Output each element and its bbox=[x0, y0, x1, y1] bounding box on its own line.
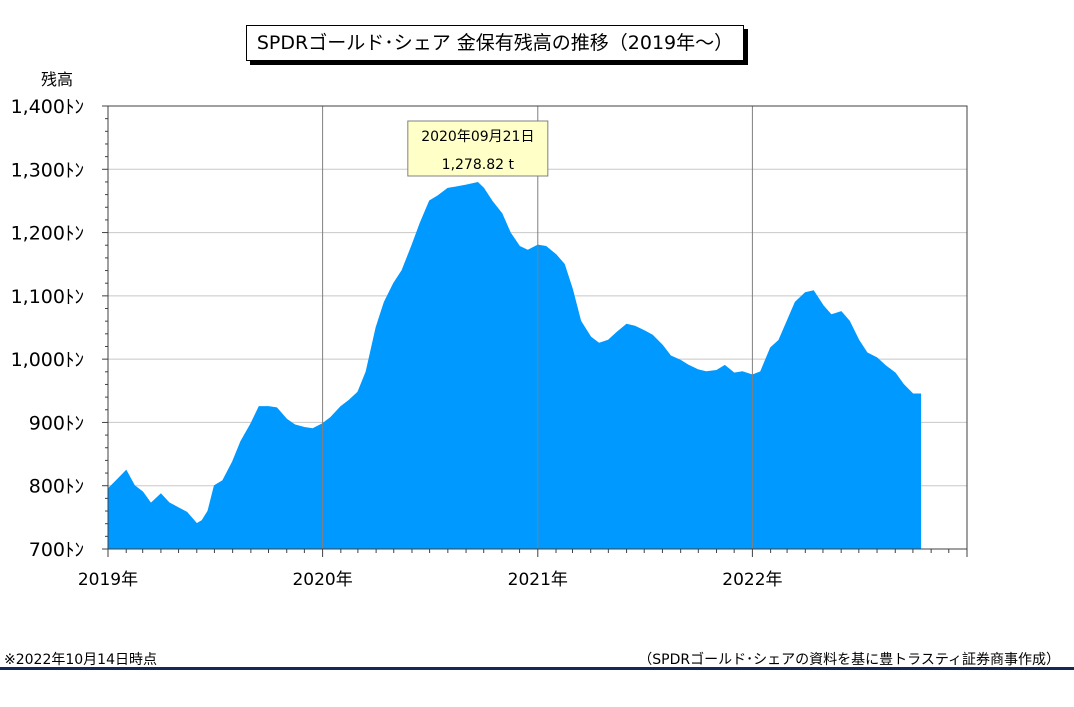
footnote-date: ※2022年10月14日時点 bbox=[4, 652, 157, 668]
annotation-box bbox=[407, 120, 549, 177]
series-area bbox=[107, 182, 922, 550]
x-tick-label: 2021年 bbox=[508, 570, 568, 590]
y-tick-label: 900ﾄﾝ bbox=[29, 412, 84, 434]
footnote-source: （SPDRゴールド･シェアの資料を基に豊トラスティ証券商事作成） bbox=[638, 652, 1060, 668]
x-tick-label: 2020年 bbox=[292, 570, 352, 590]
footer-divider bbox=[0, 667, 1074, 670]
x-tick-label: 2022年 bbox=[722, 570, 782, 590]
y-tick-label: 1,400ﾄﾝ bbox=[11, 96, 84, 118]
y-tick-label: 700ﾄﾝ bbox=[29, 539, 84, 561]
annotation-value: 1,278.82 t bbox=[442, 157, 515, 173]
y-axis-label: 残高 bbox=[41, 70, 73, 89]
annotation-date: 2020年09月21日 bbox=[421, 129, 534, 145]
y-tick-label: 1,200ﾄﾝ bbox=[11, 223, 84, 245]
y-tick-label: 1,000ﾄﾝ bbox=[11, 349, 84, 371]
chart-title: SPDRゴールド･シェア 金保有残高の推移（2019年～） bbox=[246, 25, 744, 61]
y-tick-label: 1,100ﾄﾝ bbox=[11, 286, 84, 308]
x-tick-label: 2019年 bbox=[78, 570, 138, 590]
y-tick-label: 1,300ﾄﾝ bbox=[11, 159, 84, 181]
y-tick-label: 800ﾄﾝ bbox=[29, 476, 84, 498]
